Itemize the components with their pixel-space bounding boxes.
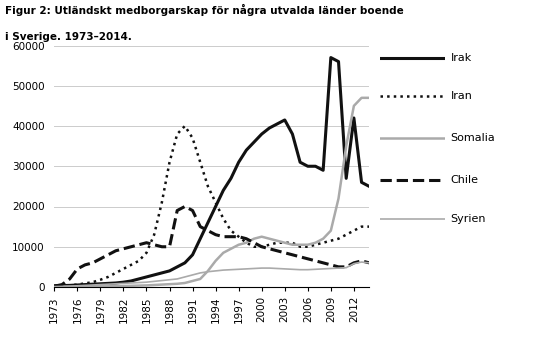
Text: Syrien: Syrien [451,214,486,224]
Text: Figur 2: Utländskt medborgarskap för några utvalda länder boende: Figur 2: Utländskt medborgarskap för någ… [5,4,404,16]
Text: Somalia: Somalia [451,133,495,143]
Text: i Sverige. 1973–2014.: i Sverige. 1973–2014. [5,32,132,42]
Text: Iran: Iran [451,91,472,101]
Text: Irak: Irak [451,53,472,63]
Text: Chile: Chile [451,175,479,185]
